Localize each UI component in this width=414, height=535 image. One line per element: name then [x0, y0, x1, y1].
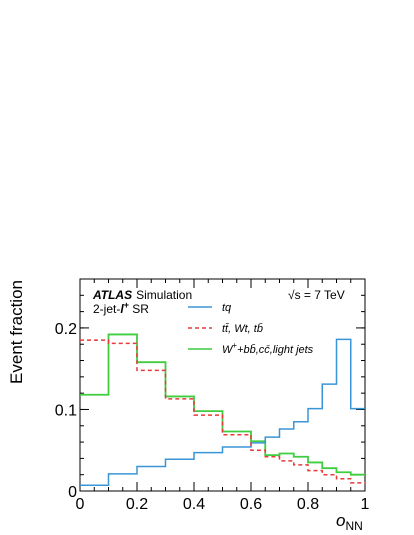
legend-label-tq: tq [222, 302, 232, 314]
atlas-simulation: Simulation [136, 288, 192, 302]
energy-label: √s = 7 TeV [288, 288, 345, 302]
legend: tq tt̄, Wt, tb̄ W++bb̄,cc̄,light jets [188, 302, 314, 356]
series-layer [80, 333, 365, 487]
x-axis-title: oNN [336, 511, 363, 533]
x-tick-label: 0.2 [126, 496, 148, 513]
y-tick-label: 0 [68, 484, 77, 501]
series-tq-line [80, 338, 365, 487]
region-lepton: l [120, 302, 124, 316]
x-axis-title-main: o [336, 511, 345, 530]
x-tick-label: 0.8 [297, 496, 319, 513]
legend-label-wjets: W++bb̄,cc̄,light jets [222, 341, 314, 356]
region-prefix: 2-jet- [93, 302, 120, 316]
y-tick-label: 0.1 [55, 402, 77, 419]
y-axis: 0 0.1 0.2 [55, 278, 365, 501]
atlas-experiment: ATLAS [92, 288, 132, 302]
legend-label-wjets-rest: +bb̄,cc̄,light jets [237, 343, 314, 356]
series-ttbar-line [80, 339, 365, 484]
legend-label-ttbar: tt̄, Wt, tb̄ [222, 322, 263, 335]
y-tick-label: 0.2 [55, 321, 77, 338]
x-tick-label: 0.4 [183, 496, 205, 513]
x-axis: 0 0.2 0.4 0.6 0.8 1 [76, 279, 370, 513]
region-suffix: SR [129, 302, 149, 316]
x-axis-title-sub: NN [345, 519, 362, 533]
y-axis-title: Event fraction [7, 280, 26, 384]
x-tick-label: 0 [76, 496, 85, 513]
legend-label-wjets-sup: + [232, 341, 237, 350]
atlas-label: ATLAS Simulation [92, 288, 192, 302]
region-charge: + [124, 300, 129, 310]
series-wjets-line [80, 333, 365, 476]
x-tick-label: 1 [361, 496, 370, 513]
region-label: 2-jet-l+ SR [93, 300, 149, 316]
legend-label-wjets-main: W [222, 344, 234, 356]
x-tick-label: 0.6 [240, 496, 262, 513]
